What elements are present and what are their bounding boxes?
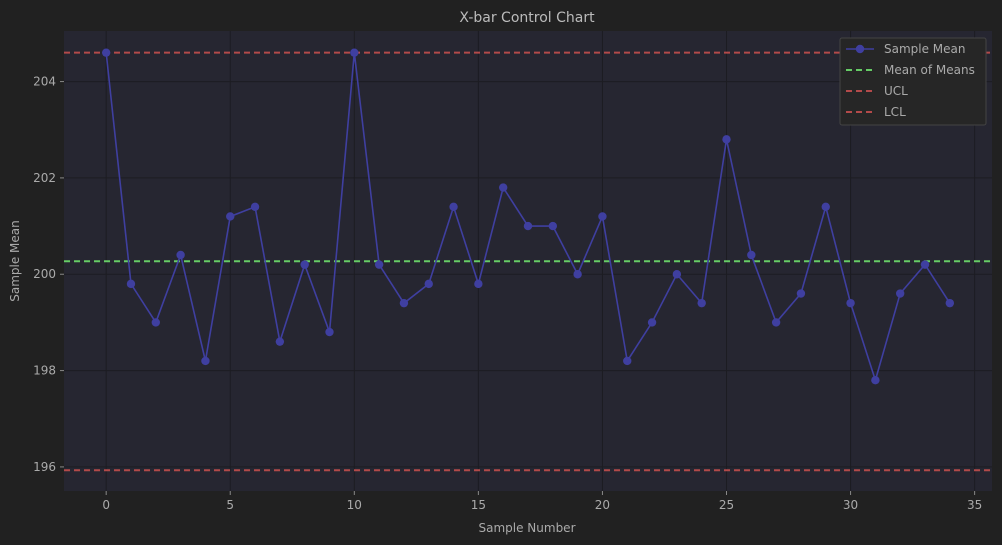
y-tick-label: 202: [33, 171, 56, 185]
x-tick-label: 10: [347, 498, 362, 512]
data-point: [201, 356, 210, 366]
y-tick-label: 198: [33, 364, 56, 378]
x-tick-label: 5: [226, 498, 234, 512]
data-point: [796, 289, 806, 298]
data-point: [871, 376, 880, 385]
data-point: [325, 327, 334, 337]
data-point: [548, 221, 558, 231]
data-point: [176, 250, 185, 260]
data-point: [250, 202, 260, 212]
data-point: [151, 318, 161, 327]
y-tick-label: 204: [33, 75, 56, 89]
x-tick-label: 30: [843, 498, 858, 512]
data-point: [523, 221, 533, 231]
x-axis-ticks: 0 5 10 15 20 25 30 35: [102, 491, 982, 512]
data-point: [126, 279, 136, 289]
data-point: [498, 183, 508, 192]
data-point: [573, 270, 582, 279]
legend-box: [839, 37, 987, 126]
legend-marker-sample-mean: [855, 44, 865, 54]
data-point: [920, 260, 930, 269]
legend-label-sample-mean: Sample Mean: [884, 42, 966, 56]
data-point: [598, 212, 607, 221]
data-point: [697, 298, 706, 308]
x-tick-label: 20: [595, 498, 610, 512]
data-point: [722, 135, 731, 144]
data-point: [647, 318, 657, 327]
data-point: [895, 289, 905, 298]
data-point: [226, 212, 235, 221]
y-tick-label: 196: [33, 460, 56, 474]
legend-label-mean-of-means: Mean of Means: [884, 63, 975, 77]
data-point: [846, 298, 855, 308]
data-point: [474, 279, 483, 289]
data-point: [821, 202, 830, 212]
data-point: [374, 260, 384, 269]
data-point: [945, 298, 955, 308]
data-point: [350, 48, 359, 57]
data-point: [771, 318, 781, 327]
legend-label-ucl: UCL: [884, 84, 908, 98]
x-tick-label: 25: [719, 498, 734, 512]
legend-label-lcl: LCL: [884, 105, 906, 119]
data-point: [424, 279, 433, 289]
y-tick-label: 200: [33, 267, 56, 281]
data-point: [623, 356, 632, 366]
data-point: [399, 298, 409, 308]
reference-lines: [64, 51, 992, 472]
series-layer: [101, 48, 955, 385]
y-axis-label: Sample Mean: [8, 220, 22, 302]
x-tick-label: 0: [102, 498, 110, 512]
chart-title: X-bar Control Chart: [459, 10, 595, 26]
x-tick-label: 35: [967, 498, 982, 512]
data-point: [672, 270, 682, 279]
data-point: [747, 250, 756, 260]
data-point: [275, 337, 285, 346]
x-axis-label: Sample Number: [478, 521, 575, 535]
y-axis-ticks: 196 198 200 202 204: [33, 75, 64, 474]
legend: Sample Mean Mean of Means UCL LCL: [839, 37, 987, 126]
data-point: [101, 48, 111, 57]
data-point: [300, 260, 309, 269]
x-tick-label: 15: [471, 498, 486, 512]
data-point: [449, 202, 458, 212]
